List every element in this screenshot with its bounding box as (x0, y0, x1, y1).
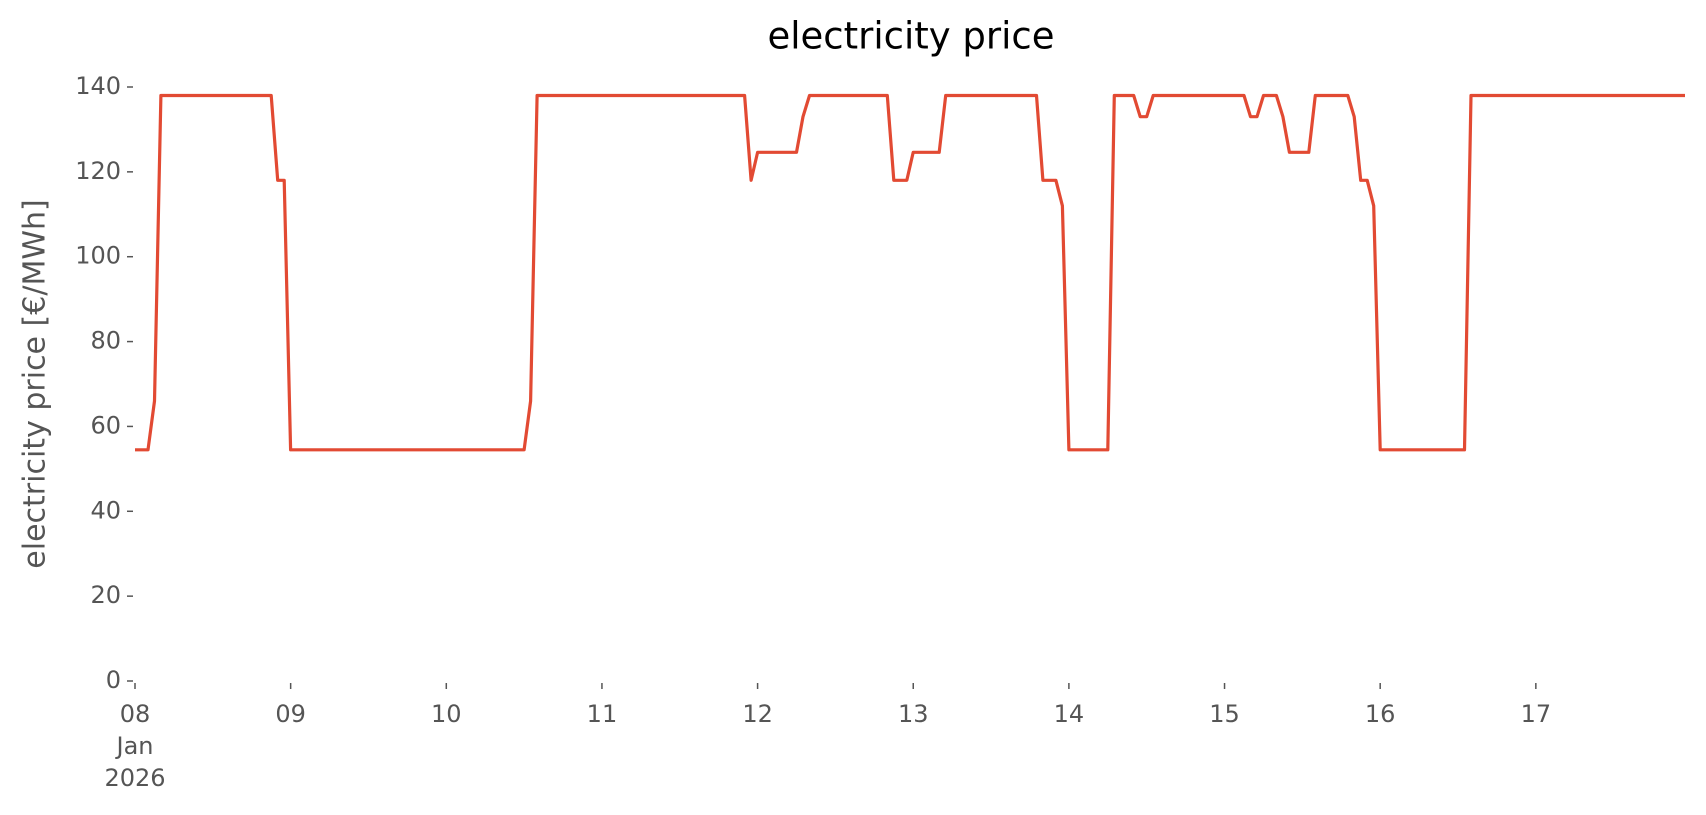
x-tick-label: 11 (587, 700, 618, 728)
y-tick-label: 80 (90, 327, 121, 355)
series-line (135, 93, 1685, 452)
x-tick-label: 08 (120, 700, 151, 728)
y-tick-label: 140 (75, 72, 121, 100)
x-tick-label: 10 (431, 700, 462, 728)
x-tick-sublabel: Jan (115, 732, 154, 760)
x-tick-label: 17 (1521, 700, 1552, 728)
x-tick-label: 15 (1209, 700, 1240, 728)
y-axis-label: electricity price [€/MWh] (18, 199, 53, 568)
y-tick-label: 0 (106, 666, 121, 694)
y-tick-label: 40 (90, 496, 121, 524)
x-tick-label: 13 (898, 700, 929, 728)
y-tick-label: 60 (90, 411, 121, 439)
x-tick-label: 16 (1365, 700, 1396, 728)
x-tick-sublabel: 2026 (104, 764, 165, 792)
chart-title: electricity price (767, 15, 1054, 58)
y-tick-label: 100 (75, 242, 121, 270)
y-tick-label: 120 (75, 157, 121, 185)
x-tick-label: 12 (742, 700, 773, 728)
y-tick-label: 20 (90, 581, 121, 609)
x-tick-label: 09 (275, 700, 306, 728)
x-tick-label: 14 (1054, 700, 1085, 728)
